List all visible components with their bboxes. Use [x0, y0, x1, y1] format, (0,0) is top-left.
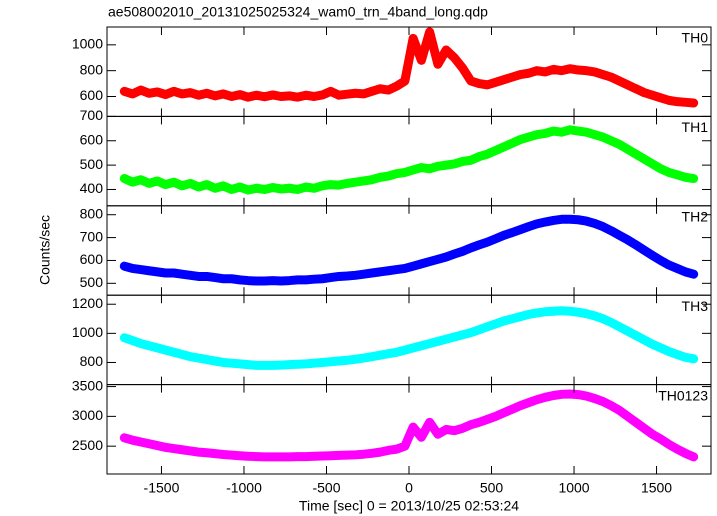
x-tick-label: -1500: [144, 480, 180, 496]
data-line: [119, 125, 699, 195]
panel-frame: [106, 115, 712, 207]
y-tick-label: 500: [80, 156, 104, 172]
data-line-core: [124, 129, 694, 191]
y-tick-label: 800: [80, 353, 104, 369]
data-line-core: [124, 30, 694, 104]
y-tick-label: 700: [80, 107, 104, 123]
y-tick-label: 600: [80, 87, 104, 103]
y-tick-label: 1000: [72, 36, 103, 52]
y-axis-label: Counts/sec: [37, 215, 53, 285]
legend-label: TH0123: [658, 387, 708, 403]
chart-title: ae508002010_20131025025324_wam0_trn_4ban…: [108, 4, 488, 20]
x-tick-label: 1000: [558, 480, 589, 496]
data-line-core: [124, 218, 694, 282]
data-line-core: [124, 393, 694, 458]
y-tick-label: 800: [80, 205, 104, 221]
data-line: [119, 306, 699, 370]
y-tick-label: 1200: [72, 295, 103, 311]
y-tick-label: 400: [80, 180, 104, 196]
legend-label: TH1: [682, 119, 709, 135]
x-tick-label: -500: [312, 480, 340, 496]
y-tick-label: 500: [80, 274, 104, 290]
panel-frame: [106, 294, 712, 386]
y-tick-label: 700: [80, 228, 104, 244]
y-tick-label: 800: [80, 61, 104, 77]
data-line: [119, 389, 699, 462]
y-tick-label: 600: [80, 131, 104, 147]
y-tick-label: 1000: [72, 324, 103, 340]
data-line: [119, 27, 699, 108]
legend-label: TH3: [682, 298, 709, 314]
panel-frame: [106, 205, 712, 296]
x-tick-label: -1000: [226, 480, 262, 496]
legend-label: TH2: [682, 209, 709, 225]
y-tick-label: 600: [80, 251, 104, 267]
x-tick-label: 1500: [641, 480, 672, 496]
legend-label: TH0: [682, 30, 709, 46]
x-tick-label: 0: [405, 480, 413, 496]
x-axis-label: Time [sec] 0 = 2013/10/25 02:53:24: [299, 498, 519, 514]
y-tick-label: 3500: [72, 377, 103, 393]
x-tick-label: 500: [480, 480, 504, 496]
data-line-core: [124, 310, 694, 366]
y-tick-label: 2500: [72, 437, 103, 453]
y-tick-label: 3000: [72, 407, 103, 423]
data-line: [119, 214, 699, 286]
